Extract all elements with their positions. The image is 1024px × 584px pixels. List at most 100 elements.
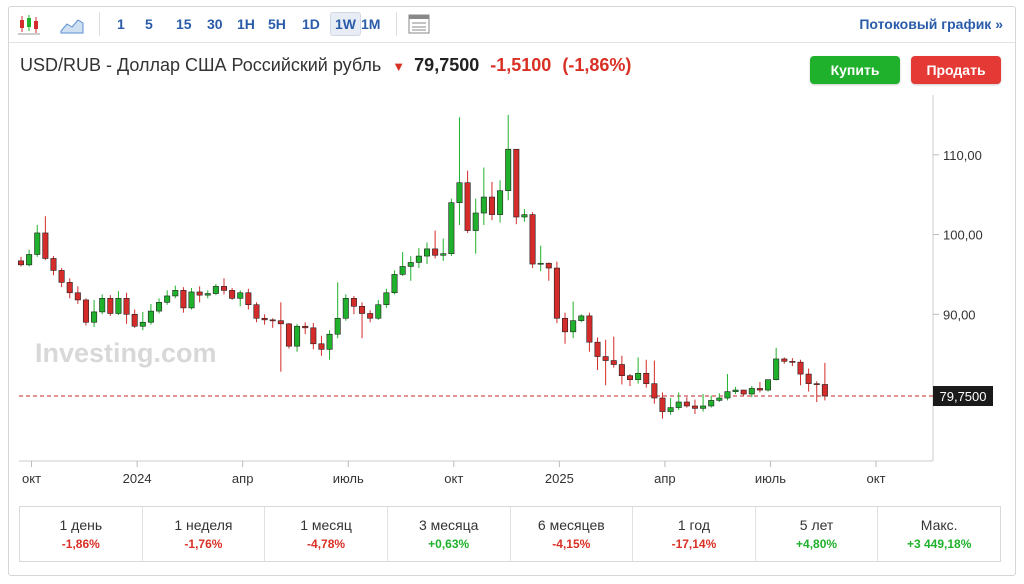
timeframe-1h[interactable]: 1H: [237, 16, 255, 32]
candle-body: [602, 356, 609, 361]
candle-body: [553, 267, 560, 319]
chart-widget: 1 5 15 30 1H 5H 1D 1W 1M Потоковый график » USD/…: [8, 6, 1016, 576]
candle-body: [253, 304, 260, 319]
data-table-icon[interactable]: [407, 13, 431, 35]
candle-body: [765, 379, 772, 391]
performance-period: 1 неделя: [174, 517, 233, 533]
candle-body: [756, 388, 763, 391]
performance-value: -4,15%: [552, 537, 591, 551]
candle-body: [472, 212, 479, 231]
timeframe-1w[interactable]: 1W: [330, 12, 361, 36]
candle-body: [359, 306, 366, 314]
candle-body: [797, 361, 804, 375]
candle-body: [683, 401, 690, 407]
performance-cell: Макс. +3 449,18%: [878, 507, 1000, 561]
performance-value: -1,86%: [61, 537, 100, 551]
candle-body: [708, 400, 715, 407]
candle-body: [432, 248, 439, 256]
candle-body: [586, 315, 593, 343]
performance-cell: 6 месяцев -4,15%: [511, 507, 634, 561]
x-tick-label: окт: [444, 471, 463, 486]
pair-name: USD/RUB - Доллар США Российский рубль: [20, 55, 382, 75]
candle-body: [74, 292, 81, 301]
x-tick-label: 2024: [123, 471, 152, 486]
candle-body: [675, 401, 682, 408]
performance-period: 3 месяца: [418, 517, 479, 533]
candle-body: [497, 190, 504, 215]
candle-body: [505, 148, 512, 191]
candle-body: [545, 262, 552, 269]
timeframe-30[interactable]: 30: [207, 16, 223, 32]
candle-body: [212, 286, 219, 294]
performance-value: +0,63%: [428, 537, 470, 551]
candle-body: [391, 274, 398, 294]
candle-body: [196, 291, 203, 296]
sell-button[interactable]: Продать: [911, 56, 1001, 84]
candle-body: [570, 320, 577, 333]
candle-body: [488, 196, 495, 215]
timeframe-1d[interactable]: 1D: [302, 16, 320, 32]
performance-period: 1 день: [59, 517, 103, 533]
candle-body: [269, 319, 276, 322]
timeframe-1m[interactable]: 1M: [361, 16, 381, 32]
candle-body: [91, 311, 98, 323]
y-tick-label: 110,00: [943, 148, 982, 163]
candle-body: [82, 299, 89, 323]
candle-body: [221, 286, 228, 291]
candle-body: [42, 232, 49, 259]
performance-period: Макс.: [920, 517, 958, 533]
candle-body: [781, 358, 788, 362]
candle-body: [659, 397, 666, 412]
timeframe-1[interactable]: 1: [117, 16, 125, 32]
chart-toolbar: 1 5 15 30 1H 5H 1D 1W 1M Потоковый график »: [9, 7, 1015, 43]
candle-body: [139, 321, 146, 327]
x-tick-label: июль: [333, 471, 364, 486]
candle-body: [529, 214, 536, 265]
candle-body: [367, 313, 374, 319]
timeframe-5h[interactable]: 5H: [268, 16, 286, 32]
candle-body: [180, 290, 187, 309]
candle-body: [643, 372, 650, 384]
candle-body: [277, 320, 284, 325]
performance-cell: 1 год -17,14%: [633, 507, 756, 561]
timeframe-15[interactable]: 15: [176, 16, 192, 32]
candle-body: [691, 405, 698, 409]
candle-body: [342, 298, 349, 319]
x-tick-label: окт: [867, 471, 886, 486]
instrument-header: USD/RUB - Доллар США Российский рубль ▼ …: [20, 55, 637, 76]
candlestick-chart-icon[interactable]: [17, 13, 41, 35]
candle-body: [537, 262, 544, 265]
candle-body: [302, 325, 309, 329]
performance-cell: 1 день -1,86%: [20, 507, 143, 561]
streaming-chart-link[interactable]: Потоковый график »: [859, 16, 1003, 32]
candle-body: [578, 315, 585, 321]
down-arrow-icon: ▼: [392, 59, 406, 74]
y-tick-label: 100,00: [943, 228, 983, 243]
price-chart[interactable]: Investing.com 110,00 100,00 90,00 окт 2024 апр…: [9, 95, 1015, 495]
candle-body: [326, 333, 333, 350]
candle-body: [156, 302, 163, 312]
candle-body: [310, 327, 317, 345]
performance-period: 6 месяцев: [537, 517, 605, 533]
candle-body: [18, 260, 25, 266]
candle-body: [399, 266, 406, 275]
candle-body: [99, 298, 106, 313]
timeframe-5[interactable]: 5: [145, 16, 153, 32]
candle-body: [651, 383, 658, 399]
candle-body: [350, 298, 357, 307]
candle-body: [204, 293, 211, 296]
performance-value: -4,78%: [307, 537, 346, 551]
performance-table: 1 день -1,86% 1 неделя -1,76% 1 месяц -4,78% 3…: [19, 506, 1001, 562]
area-chart-icon[interactable]: [60, 13, 84, 35]
candle-body: [245, 292, 252, 306]
price-change: -1,5100: [490, 55, 552, 75]
candle-body: [334, 317, 341, 335]
candle-body: [789, 361, 796, 363]
x-tick-label: апр: [232, 471, 254, 486]
candle-body: [562, 317, 569, 333]
candle-body: [740, 389, 747, 395]
candle-body: [716, 397, 723, 401]
buy-button[interactable]: Купить: [810, 56, 900, 84]
candle-body: [724, 391, 731, 399]
candle-body: [261, 317, 268, 321]
